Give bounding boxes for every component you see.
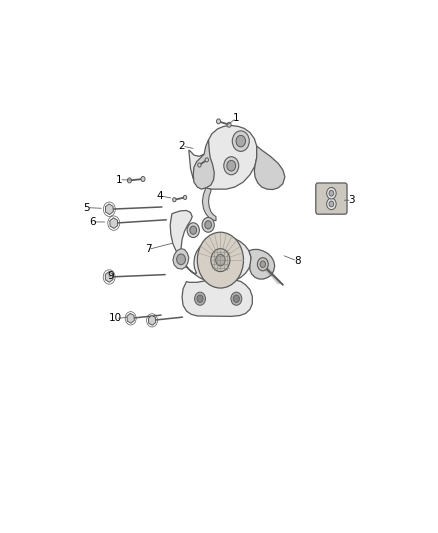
Text: 5: 5: [84, 203, 90, 213]
FancyBboxPatch shape: [316, 183, 347, 214]
Circle shape: [258, 257, 268, 271]
Circle shape: [198, 163, 201, 167]
Text: 9: 9: [107, 271, 114, 281]
Polygon shape: [106, 204, 113, 215]
Text: 1: 1: [116, 175, 123, 185]
Text: 7: 7: [145, 245, 152, 254]
Circle shape: [184, 196, 187, 199]
Polygon shape: [193, 140, 214, 189]
Polygon shape: [127, 313, 134, 323]
Circle shape: [173, 198, 176, 202]
Circle shape: [233, 295, 240, 302]
Polygon shape: [170, 211, 251, 282]
Circle shape: [329, 190, 334, 196]
Polygon shape: [202, 188, 216, 221]
Polygon shape: [105, 272, 113, 282]
Polygon shape: [249, 249, 275, 279]
Text: 8: 8: [294, 256, 301, 266]
Text: 10: 10: [110, 313, 122, 324]
Text: 1: 1: [233, 113, 240, 123]
Polygon shape: [182, 279, 252, 317]
Circle shape: [197, 295, 203, 302]
Circle shape: [141, 176, 145, 181]
Circle shape: [236, 135, 246, 147]
Polygon shape: [189, 126, 257, 189]
Circle shape: [329, 201, 334, 207]
Circle shape: [177, 254, 185, 265]
Polygon shape: [110, 218, 118, 229]
Circle shape: [205, 158, 208, 162]
Circle shape: [202, 217, 214, 232]
Text: 6: 6: [89, 217, 95, 227]
Circle shape: [327, 188, 336, 199]
Circle shape: [197, 232, 244, 288]
Circle shape: [215, 254, 225, 266]
Circle shape: [327, 198, 336, 209]
Circle shape: [211, 248, 230, 272]
Text: 3: 3: [349, 195, 355, 205]
Polygon shape: [173, 248, 189, 269]
Circle shape: [190, 226, 197, 235]
Circle shape: [224, 157, 239, 175]
Polygon shape: [254, 146, 285, 190]
Circle shape: [127, 178, 131, 183]
Polygon shape: [148, 316, 156, 325]
Circle shape: [231, 292, 242, 305]
Circle shape: [205, 221, 212, 229]
Circle shape: [227, 122, 231, 127]
Circle shape: [260, 261, 265, 268]
Text: 4: 4: [157, 191, 163, 201]
Circle shape: [187, 223, 199, 238]
Text: 2: 2: [179, 141, 185, 151]
Circle shape: [216, 119, 221, 124]
Circle shape: [227, 160, 236, 171]
Circle shape: [194, 292, 205, 305]
Circle shape: [232, 131, 249, 151]
